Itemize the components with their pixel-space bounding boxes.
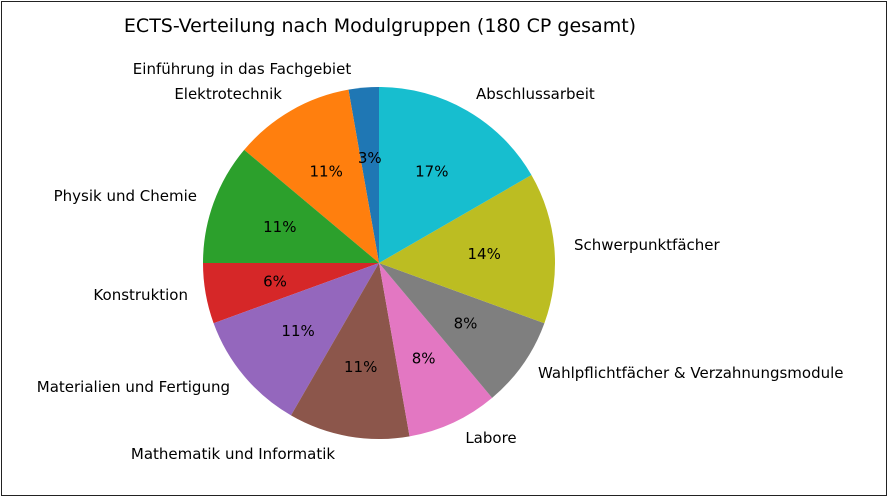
pie-category-label: Physik und Chemie [54, 187, 197, 205]
pie-slice [203, 263, 379, 324]
chart-title: ECTS-Verteilung nach Modulgruppen (180 C… [124, 15, 636, 37]
pie-slice [291, 263, 410, 440]
pie-labels: Einführung in das Fachgebiet Elektrotechn… [37, 60, 844, 463]
pie-category-label: Materialien und Fertigung [37, 378, 230, 396]
pie-slice [213, 263, 379, 416]
pie-slice [379, 175, 556, 324]
pie-percent-label: 8% [412, 350, 436, 368]
pie-percent-label: 11% [263, 218, 296, 236]
pie-slice [244, 89, 379, 263]
pie-percent-label: 3% [358, 149, 382, 167]
pie-percent-labels: 3% 11% 11% 6% 11% 11% 8% 8% 14% 17% [263, 149, 501, 376]
pie-category-label: Labore [465, 429, 516, 447]
pie-category-label: Einführung in das Fachgebiet [133, 60, 352, 78]
pie-category-label: Wahlpflichtfächer & Verzahnungsmodule [538, 364, 844, 382]
pie-percent-label: 14% [468, 245, 501, 263]
pie-slice [348, 86, 379, 263]
pie-percent-label: 17% [415, 163, 448, 181]
pie-category-label: Elektrotechnik [174, 85, 282, 103]
pie-slices [203, 86, 556, 440]
pie-percent-label: 11% [281, 322, 314, 340]
pie-percent-label: 11% [310, 163, 343, 181]
pie-percent-label: 8% [454, 315, 478, 333]
pie-category-label: Abschlussarbeit [476, 85, 595, 103]
pie-category-label: Mathematik und Informatik [131, 445, 336, 463]
pie-percent-label: 11% [344, 358, 377, 376]
pie-slice [379, 263, 493, 437]
pie-percent-label: 6% [263, 272, 287, 290]
pie-slice [379, 263, 545, 398]
pie-slice [379, 86, 532, 263]
pie-category-label: Schwerpunktfächer [574, 236, 720, 254]
pie-category-label: Konstruktion [93, 286, 188, 304]
pie-slice [203, 149, 379, 263]
